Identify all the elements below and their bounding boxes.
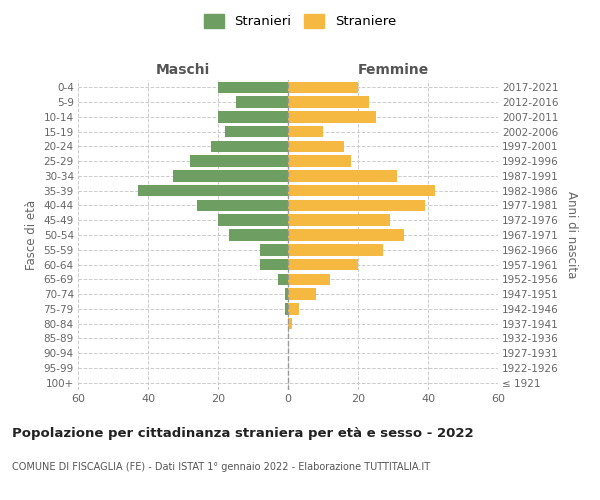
Bar (288, 156, 351, 167)
Bar (218, 111, 288, 122)
Bar (288, 229, 404, 241)
Bar (225, 126, 288, 138)
Bar (260, 259, 288, 270)
Bar (288, 214, 389, 226)
Bar (137, 185, 288, 196)
Y-axis label: Fasce di età: Fasce di età (25, 200, 38, 270)
Bar (235, 96, 288, 108)
Bar (288, 303, 299, 314)
Bar (197, 200, 288, 211)
Text: COMUNE DI FISCAGLIA (FE) - Dati ISTAT 1° gennaio 2022 - Elaborazione TUTTITALIA.: COMUNE DI FISCAGLIA (FE) - Dati ISTAT 1°… (12, 462, 430, 472)
Bar (288, 244, 383, 256)
Bar (260, 244, 288, 256)
Bar (288, 259, 358, 270)
Bar (288, 82, 358, 93)
Bar (284, 288, 288, 300)
Bar (288, 318, 292, 330)
Bar (211, 140, 288, 152)
Bar (190, 156, 288, 167)
Bar (288, 126, 323, 138)
Legend: Stranieri, Straniere: Stranieri, Straniere (201, 12, 399, 31)
Y-axis label: Anni di nascita: Anni di nascita (565, 192, 578, 278)
Bar (218, 214, 288, 226)
Text: Femmine: Femmine (358, 64, 428, 78)
Bar (288, 96, 368, 108)
Bar (288, 274, 330, 285)
Bar (288, 185, 435, 196)
Text: Maschi: Maschi (156, 64, 210, 78)
Bar (288, 200, 425, 211)
Bar (218, 82, 288, 93)
Bar (288, 170, 397, 181)
Bar (284, 303, 288, 314)
Bar (173, 170, 288, 181)
Bar (288, 288, 316, 300)
Text: Popolazione per cittadinanza straniera per età e sesso - 2022: Popolazione per cittadinanza straniera p… (12, 428, 473, 440)
Bar (229, 229, 288, 241)
Bar (277, 274, 288, 285)
Bar (288, 140, 344, 152)
Bar (288, 111, 376, 122)
